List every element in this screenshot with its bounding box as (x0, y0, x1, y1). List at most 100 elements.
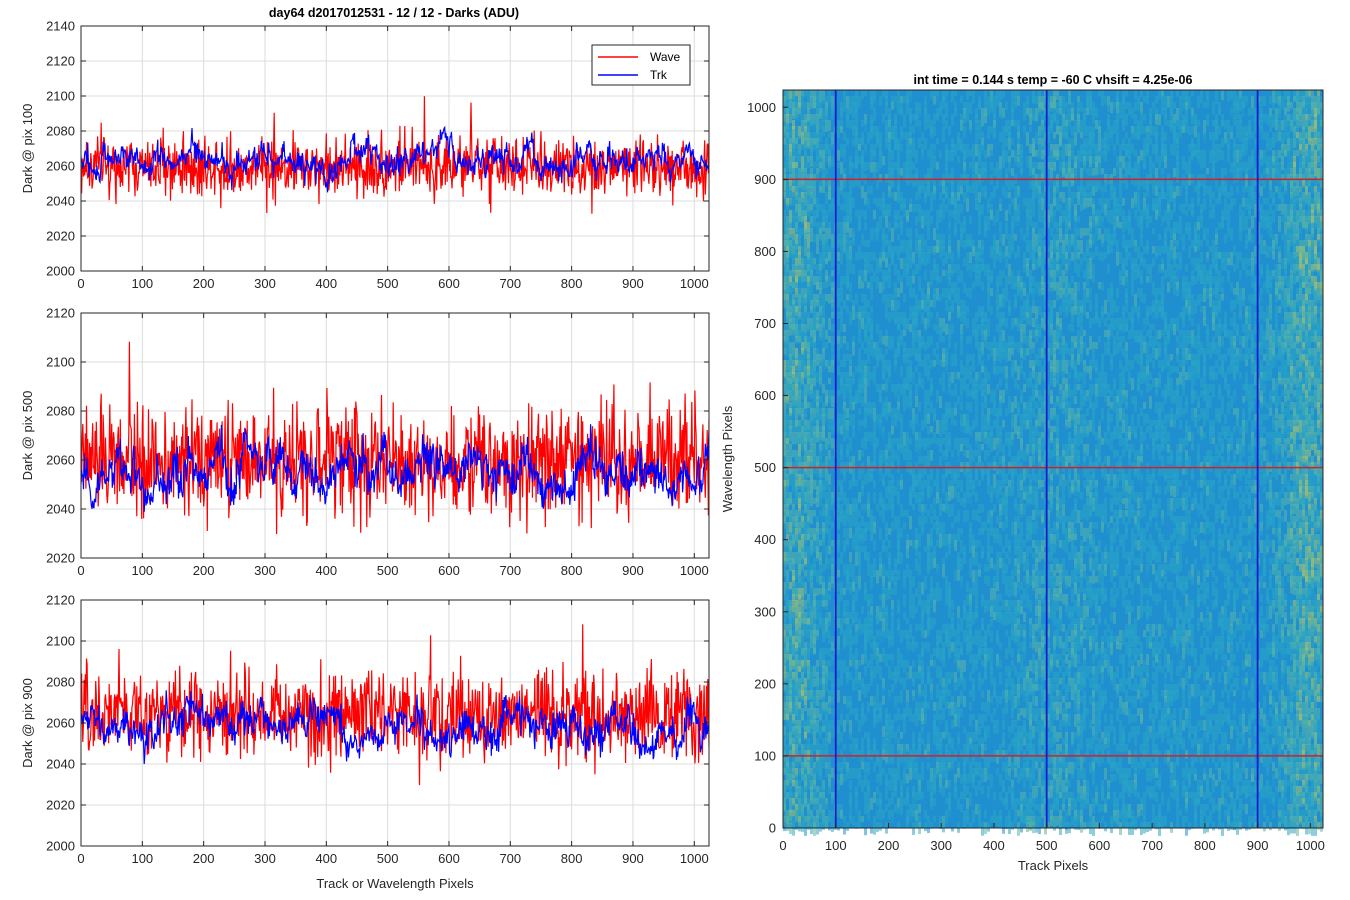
x-tick-label: 0 (77, 563, 84, 578)
y-tick-label: 2040 (46, 194, 75, 209)
x-tick-label: 900 (622, 563, 644, 578)
y-tick-label: 300 (754, 604, 776, 619)
y-tick-label: 2140 (46, 19, 75, 34)
y-tick-label: 2040 (46, 757, 75, 772)
x-tick-label: 600 (438, 276, 460, 291)
x-tick-label: 400 (315, 276, 337, 291)
y-tick-label: 500 (754, 460, 776, 475)
x-tick-label: 300 (254, 563, 276, 578)
x-tick-label: 0 (779, 838, 786, 853)
legend-label-trk: Trk (650, 68, 668, 82)
y-tick-label: 2120 (46, 593, 75, 608)
x-tick-label: 700 (499, 851, 521, 866)
x-tick-label: 1000 (1296, 838, 1325, 853)
y-tick-label: 2080 (46, 404, 75, 419)
y-tick-label: 700 (754, 316, 776, 331)
x-tick-label: 800 (1194, 838, 1216, 853)
x-tick-label: 200 (878, 838, 900, 853)
x-tick-label: 700 (499, 276, 521, 291)
y-tick-label: 0 (769, 821, 776, 836)
dark-frame-heatmap: 0 100 200 300 400 500 600 700 800 900 1000 0 100 200 3… (720, 73, 1325, 873)
heatmap-frame (782, 89, 1324, 829)
x-tick-label: 1000 (680, 276, 709, 291)
series-line-trk (81, 690, 709, 765)
x-tick-label: 800 (561, 851, 583, 866)
y-tick-label: 2060 (46, 453, 75, 468)
x-tick-label: 500 (377, 276, 399, 291)
x-tick-label: 200 (193, 851, 215, 866)
figure-title: day64 d2017012531 - 12 / 12 - Darks (ADU… (269, 6, 519, 20)
series-group (81, 624, 709, 786)
legend-label-wave: Wave (650, 50, 681, 64)
y-tick-label: 2040 (46, 502, 75, 517)
y-tick-label: 2020 (46, 798, 75, 813)
x-tick-label: 300 (930, 838, 952, 853)
y-axis-label: Wavelength Pixels (720, 405, 735, 512)
x-tick-label: 200 (193, 276, 215, 291)
y-tick-label: 2000 (46, 839, 75, 854)
y-tick-label: 600 (754, 388, 776, 403)
x-tick-label: 400 (983, 838, 1005, 853)
x-tick-label: 400 (315, 851, 337, 866)
x-tick-label: 1000 (680, 851, 709, 866)
x-tick-label: 600 (438, 563, 460, 578)
x-tick-label: 0 (77, 276, 84, 291)
x-axis-label: Track or Wavelength Pixels (316, 876, 474, 891)
y-tick-label: 2060 (46, 716, 75, 731)
y-tick-label: 2100 (46, 634, 75, 649)
y-axis-label: Dark @ pix 500 (20, 391, 35, 481)
axes-frame (80, 312, 710, 559)
x-tick-label: 600 (1089, 838, 1111, 853)
y-tick-label: 2120 (46, 54, 75, 69)
y-tick-label: 2020 (46, 551, 75, 566)
x-tick-label: 100 (131, 851, 153, 866)
x-tick-label: 800 (561, 563, 583, 578)
y-tick-label: 900 (754, 172, 776, 187)
series-group (81, 341, 709, 535)
line-plot-pix-100: 0 100 200 300 400 500 600 700 800 900 1000 2000 2020… (20, 19, 710, 291)
axes-frame (80, 25, 710, 272)
x-tick-label: 900 (622, 851, 644, 866)
y-tick-label: 2020 (46, 229, 75, 244)
x-tick-label: 400 (315, 563, 337, 578)
x-tick-label: 200 (193, 563, 215, 578)
line-plot-pix-900: 0 100 200 300 400 500 600 700 800 900 1000 2000 2020… (20, 593, 710, 891)
x-tick-label: 500 (1036, 838, 1058, 853)
y-tick-label: 2080 (46, 675, 75, 690)
series-line-wave (81, 624, 709, 786)
x-tick-label: 300 (254, 851, 276, 866)
series-group (81, 96, 709, 214)
line-plot-pix-500: 0 100 200 300 400 500 600 700 800 900 1000 2020 2040… (20, 306, 710, 578)
x-tick-label: 500 (377, 563, 399, 578)
x-tick-label: 900 (1247, 838, 1269, 853)
y-tick-label: 400 (754, 532, 776, 547)
series-line-wave (81, 341, 709, 535)
x-tick-label: 300 (254, 276, 276, 291)
legend: Wave Trk (591, 44, 691, 86)
legend-box (591, 44, 691, 86)
y-tick-label: 2100 (46, 355, 75, 370)
x-tick-label: 1000 (680, 563, 709, 578)
y-tick-label: 2120 (46, 306, 75, 321)
x-tick-label: 500 (377, 851, 399, 866)
x-tick-label: 600 (438, 851, 460, 866)
y-tick-label: 1000 (747, 100, 776, 115)
y-tick-label: 2000 (46, 264, 75, 279)
heatmap-cells (783, 90, 1323, 836)
y-axis-label: Dark @ pix 900 (20, 678, 35, 768)
x-tick-label: 100 (131, 563, 153, 578)
y-tick-label: 2060 (46, 159, 75, 174)
x-tick-label: 700 (499, 563, 521, 578)
y-tick-label: 2080 (46, 124, 75, 139)
y-tick-label: 100 (754, 748, 776, 763)
x-tick-label: 700 (1141, 838, 1163, 853)
x-tick-label: 100 (825, 838, 847, 853)
x-axis-label: Track Pixels (1018, 858, 1089, 873)
heatmap-title: int time = 0.144 s temp = -60 C vhsift =… (914, 73, 1193, 87)
x-tick-label: 800 (561, 276, 583, 291)
y-tick-label: 200 (754, 676, 776, 691)
x-tick-label: 900 (622, 276, 644, 291)
x-tick-label: 0 (77, 851, 84, 866)
x-tick-label: 100 (131, 276, 153, 291)
